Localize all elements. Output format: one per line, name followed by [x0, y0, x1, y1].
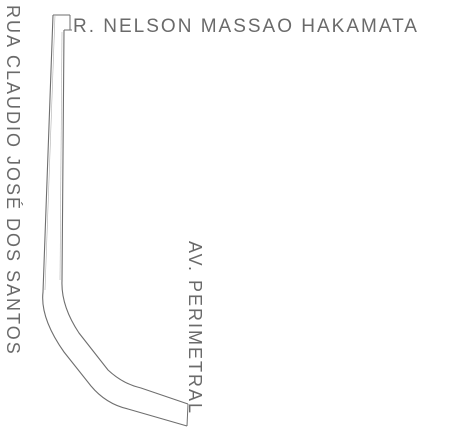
- road-hatch-right: [59, 31, 63, 281]
- road-outer-edge: [42, 14, 188, 427]
- street-label-top: R. NELSON MASSAO HAKAMATA: [73, 16, 419, 37]
- street-label-left: RUA CLAUDIO JOSÉ DOS SANTOS: [3, 5, 23, 356]
- road-hatch-left: [44, 14, 56, 291]
- street-label-right: AV. PERIMETRAL: [185, 241, 205, 416]
- road-inner-edge: [61, 29, 189, 405]
- road-end-cap: [186, 403, 189, 427]
